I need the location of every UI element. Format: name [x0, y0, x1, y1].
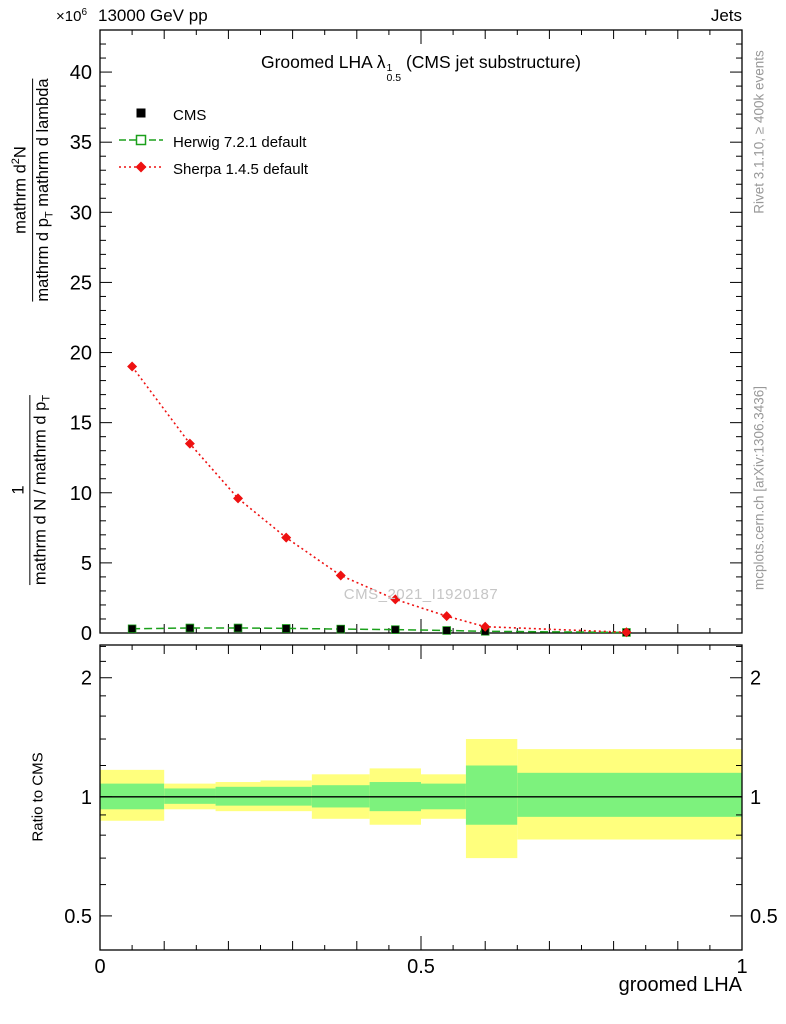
open-square-icon: [119, 134, 163, 146]
analysis-id-watermark: CMS_2021_I1920187: [343, 586, 499, 603]
svg-text:1: 1: [81, 787, 92, 809]
svg-text:2: 2: [81, 668, 92, 690]
analysis-group-label: Jets: [710, 6, 742, 25]
fraction-bar: [31, 78, 33, 302]
svg-text:0.5: 0.5: [407, 956, 435, 978]
svg-text:15: 15: [70, 413, 92, 435]
ratio-axis-label: Ratio to CMS: [29, 752, 47, 842]
svg-text:40: 40: [70, 62, 92, 84]
lower-fraction-numerator: 1: [9, 485, 28, 495]
cms-marker-icon: [118, 105, 164, 126]
svg-text:35: 35: [70, 132, 92, 154]
plot-title: Groomed LHA λ 1 0.5 (CMS jet substructure): [100, 52, 742, 83]
lambda-symbol: λ: [376, 52, 386, 72]
lower-fraction-denominator: mathrm d N / mathrm d pT: [31, 394, 53, 586]
svg-text:0: 0: [94, 956, 105, 978]
svg-text:0: 0: [81, 623, 92, 645]
svg-text:1: 1: [736, 956, 747, 978]
legend-item-cms: CMS: [118, 102, 308, 129]
upper-fraction-numerator: mathrm d2N: [10, 146, 30, 234]
sherpa-marker-icon: [118, 159, 164, 180]
ratio-bands: [100, 739, 742, 859]
series-sherpa: [127, 361, 632, 638]
filled-diamond-icon: [119, 161, 163, 173]
title-suffix: (CMS jet substructure): [401, 52, 581, 72]
series-cms: [128, 624, 630, 636]
svg-text:25: 25: [70, 272, 92, 294]
fraction-bar: [29, 394, 31, 586]
axis-ticks: [99, 29, 743, 950]
svg-text:30: 30: [70, 202, 92, 224]
legend-item-herwig: Herwig 7.2.1 default: [118, 129, 308, 156]
beam-energy-label: 13000 GeV pp: [98, 6, 208, 25]
legend-label-cms: CMS: [173, 107, 207, 124]
svg-text:1: 1: [750, 787, 761, 809]
legend: CMS Herwig 7.2.1 default Sherpa 1.4.5 de…: [118, 102, 308, 183]
lambda-subscript: 0.5: [386, 72, 402, 84]
mcplots-reference-note: mcplots.cern.ch [arXiv:1306.3436]: [751, 385, 767, 591]
multiplier-exponent: 6: [81, 7, 88, 18]
y-axis-multiplier: ×106: [56, 7, 87, 25]
lambda-exponents: 1 0.5: [386, 62, 402, 84]
svg-text:0.5: 0.5: [750, 906, 778, 928]
x-axis-title: groomed LHA: [618, 974, 742, 996]
svg-text:0.5: 0.5: [64, 906, 92, 928]
legend-label-herwig: Herwig 7.2.1 default: [173, 134, 307, 151]
lambda-superscript: 1: [386, 62, 393, 74]
svg-text:2: 2: [750, 668, 761, 690]
legend-item-sherpa: Sherpa 1.4.5 default: [118, 156, 308, 183]
svg-text:10: 10: [70, 483, 92, 505]
rivet-version-note: Rivet 3.1.10, ≥ 400k events: [751, 50, 767, 214]
title-text: Groomed LHA: [260, 52, 377, 72]
y-axis-label-lower-fraction: 1 mathrm d N / mathrm d pT: [9, 394, 56, 586]
svg-text:20: 20: [70, 343, 92, 365]
multiplier-base: ×10: [56, 8, 82, 25]
svg-text:5: 5: [81, 553, 92, 575]
upper-fraction-denominator: mathrm d pT mathrm d lambda: [33, 78, 55, 302]
filled-square-icon: [136, 108, 146, 118]
herwig-marker-icon: [118, 132, 164, 153]
y-axis-label-upper-fraction: mathrm d2N mathrm d pT mathrm d lambda: [7, 78, 59, 302]
legend-label-sherpa: Sherpa 1.4.5 default: [173, 161, 309, 178]
